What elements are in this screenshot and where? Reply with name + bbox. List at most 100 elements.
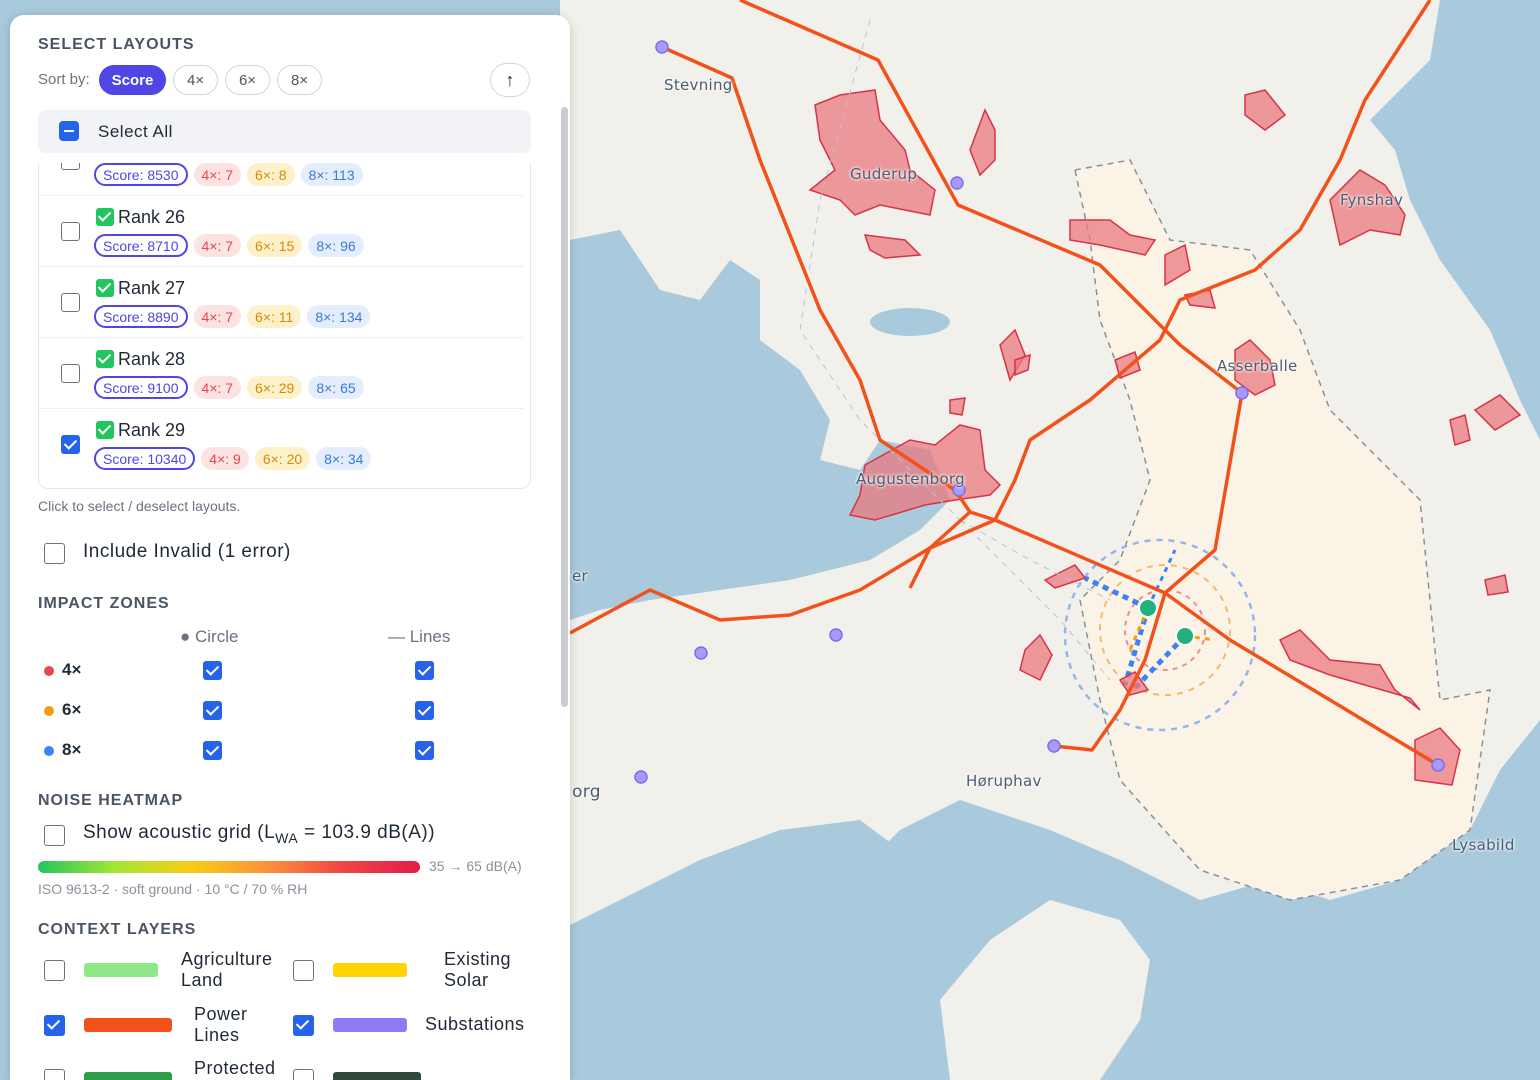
acoustic-grid-checkbox[interactable] (44, 825, 65, 846)
place-label-partial-er: er (572, 567, 588, 585)
score-badge: Score: 8890 (94, 305, 188, 328)
agriculture-checkbox[interactable] (44, 960, 65, 981)
zone-8x-circle-checkbox[interactable] (203, 741, 222, 760)
score-badge: Score: 8710 (94, 234, 188, 257)
noise-range-label: 35 → 65 dB(A) (429, 858, 522, 874)
count-4x-badge: 4×: 7 (193, 305, 242, 328)
sort-direction-button[interactable]: ↑ (490, 63, 530, 97)
layout-checkbox[interactable] (61, 222, 80, 241)
sort-4x-button[interactable]: 4× (173, 65, 218, 95)
acoustic-grid-label: Show acoustic grid (LWA = 103.9 dB(A)) (83, 822, 435, 846)
lagoon (570, 230, 950, 620)
forest-checkbox[interactable] (293, 1069, 314, 1080)
include-invalid-checkbox[interactable] (44, 543, 65, 564)
place-label-asserballe: Asserballe (1217, 357, 1298, 375)
island (940, 900, 1150, 1080)
count-8x-badge: 8×: 96 (308, 234, 364, 257)
protected-checkbox[interactable] (44, 1069, 65, 1080)
layout-checkbox[interactable] (61, 364, 80, 383)
noise-heatmap-title: NOISE HEATMAP (38, 792, 184, 809)
sort-score-button[interactable]: Score (99, 65, 166, 95)
bay (560, 820, 900, 1080)
impact-zones (1063, 538, 1257, 732)
power-lines (569, 0, 1439, 767)
count-6x-badge: 6×: 15 (247, 234, 303, 257)
count-6x-badge: 6×: 29 (247, 376, 303, 399)
agriculture-label-line2: Land (181, 970, 224, 990)
arrow-up-icon: ↑ (505, 69, 515, 90)
check-mark-icon (96, 421, 114, 439)
layout-hint: Click to select / deselect layouts. (38, 498, 241, 514)
place-label-partial-org: org (572, 782, 601, 802)
lake (870, 308, 950, 336)
score-badge: Score: 9100 (94, 376, 188, 399)
circle-column-header: ● Circle (180, 627, 239, 646)
panel-scrollbar[interactable] (561, 107, 568, 707)
context-layers-title: CONTEXT LAYERS (38, 921, 197, 938)
acoustic-label-suffix: = 103.9 dB(A)) (298, 822, 436, 843)
impact-zones-title: IMPACT ZONES (38, 595, 170, 612)
zone-4x-lines-checkbox[interactable] (415, 661, 434, 680)
existing-solar-label-line2: Solar (444, 970, 489, 990)
sort-8x-button[interactable]: 8× (277, 65, 322, 95)
zone-8x-lines-checkbox[interactable] (415, 741, 434, 760)
power-lines-label-line2: Lines (194, 1025, 240, 1045)
count-4x-badge: 4×: 7 (193, 163, 242, 186)
zone-4x-circle-checkbox[interactable] (203, 661, 222, 680)
place-label-augustenborg: Augustenborg (856, 470, 965, 488)
power-lines-label: Power Lines (194, 1004, 248, 1046)
layout-row[interactable]: Rank 29 Score: 10340 4×: 9 6×: 20 8×: 34 (39, 409, 524, 480)
power-lines-label-line1: Power (194, 1004, 248, 1024)
agriculture-label-line1: Agriculture (181, 949, 273, 969)
count-8x-badge: 8×: 134 (307, 305, 371, 328)
select-layouts-title: SELECT LAYOUTS (38, 36, 195, 53)
place-label-fynshav: Fynshav (1340, 191, 1404, 209)
substations-checkbox[interactable] (293, 1015, 314, 1036)
layout-checkbox[interactable] (61, 163, 80, 170)
zone-6x-lines-checkbox[interactable] (415, 701, 434, 720)
roads (799, 19, 1111, 681)
acoustic-label-subscript: WA (275, 829, 299, 846)
check-mark-icon (96, 279, 114, 297)
existing-solar-checkbox[interactable] (293, 960, 314, 981)
place-label-lysabild: Lysabild (1452, 836, 1515, 854)
layout-list[interactable]: Score: 8530 4×: 7 6×: 8 8×: 113 Rank 26 … (38, 163, 531, 489)
check-mark-icon (96, 208, 114, 226)
select-all-row[interactable]: Select All (38, 110, 531, 153)
protected-label: Protected (194, 1058, 276, 1078)
sort-6x-button[interactable]: 6× (225, 65, 270, 95)
agriculture-label: Agriculture Land (181, 949, 273, 991)
score-badge: Score: 8530 (94, 163, 188, 186)
count-4x-badge: 4×: 7 (193, 376, 242, 399)
zone-6x-circle-checkbox[interactable] (203, 701, 222, 720)
count-6x-badge: 6×: 20 (254, 447, 311, 470)
zone-4x-label: 4× (62, 660, 82, 679)
existing-solar-swatch (333, 963, 407, 977)
existing-solar-label: Existing Solar (444, 949, 511, 991)
select-all-checkbox[interactable] (59, 121, 79, 141)
zone-6x-label: 6× (62, 700, 82, 719)
forest-swatch (333, 1072, 421, 1080)
layout-row[interactable]: Rank 27 Score: 8890 4×: 7 6×: 11 8×: 134 (39, 267, 524, 338)
constraint-areas (808, 89, 1522, 786)
count-4x-badge: 4×: 7 (193, 234, 242, 257)
count-6x-badge: 6×: 8 (247, 163, 295, 186)
power-lines-checkbox[interactable] (44, 1015, 65, 1036)
rank-label: Rank 29 (118, 420, 186, 440)
rank-label: Rank 26 (118, 207, 186, 227)
count-8x-badge: 8×: 113 (300, 163, 363, 186)
zone-8x-dot (44, 746, 54, 756)
score-badge: Score: 10340 (94, 447, 196, 470)
layout-checkbox[interactable] (61, 293, 80, 312)
turbines[interactable] (1138, 598, 1195, 646)
layout-row[interactable]: Rank 28 Score: 9100 4×: 7 6×: 29 8×: 65 (39, 338, 524, 409)
layout-row[interactable]: Rank 26 Score: 8710 4×: 7 6×: 15 8×: 96 (39, 196, 524, 267)
layout-row[interactable]: Score: 8530 4×: 7 6×: 8 8×: 113 (39, 163, 524, 196)
place-label-guderup: Guderup (850, 165, 918, 183)
place-label-stevning: Stevning (664, 76, 733, 94)
layout-checkbox[interactable] (61, 435, 80, 454)
rank-label: Rank 28 (118, 349, 186, 369)
lines-column-header: — Lines (388, 627, 451, 646)
rank-label: Rank 27 (118, 278, 186, 298)
check-mark-icon (96, 350, 114, 368)
